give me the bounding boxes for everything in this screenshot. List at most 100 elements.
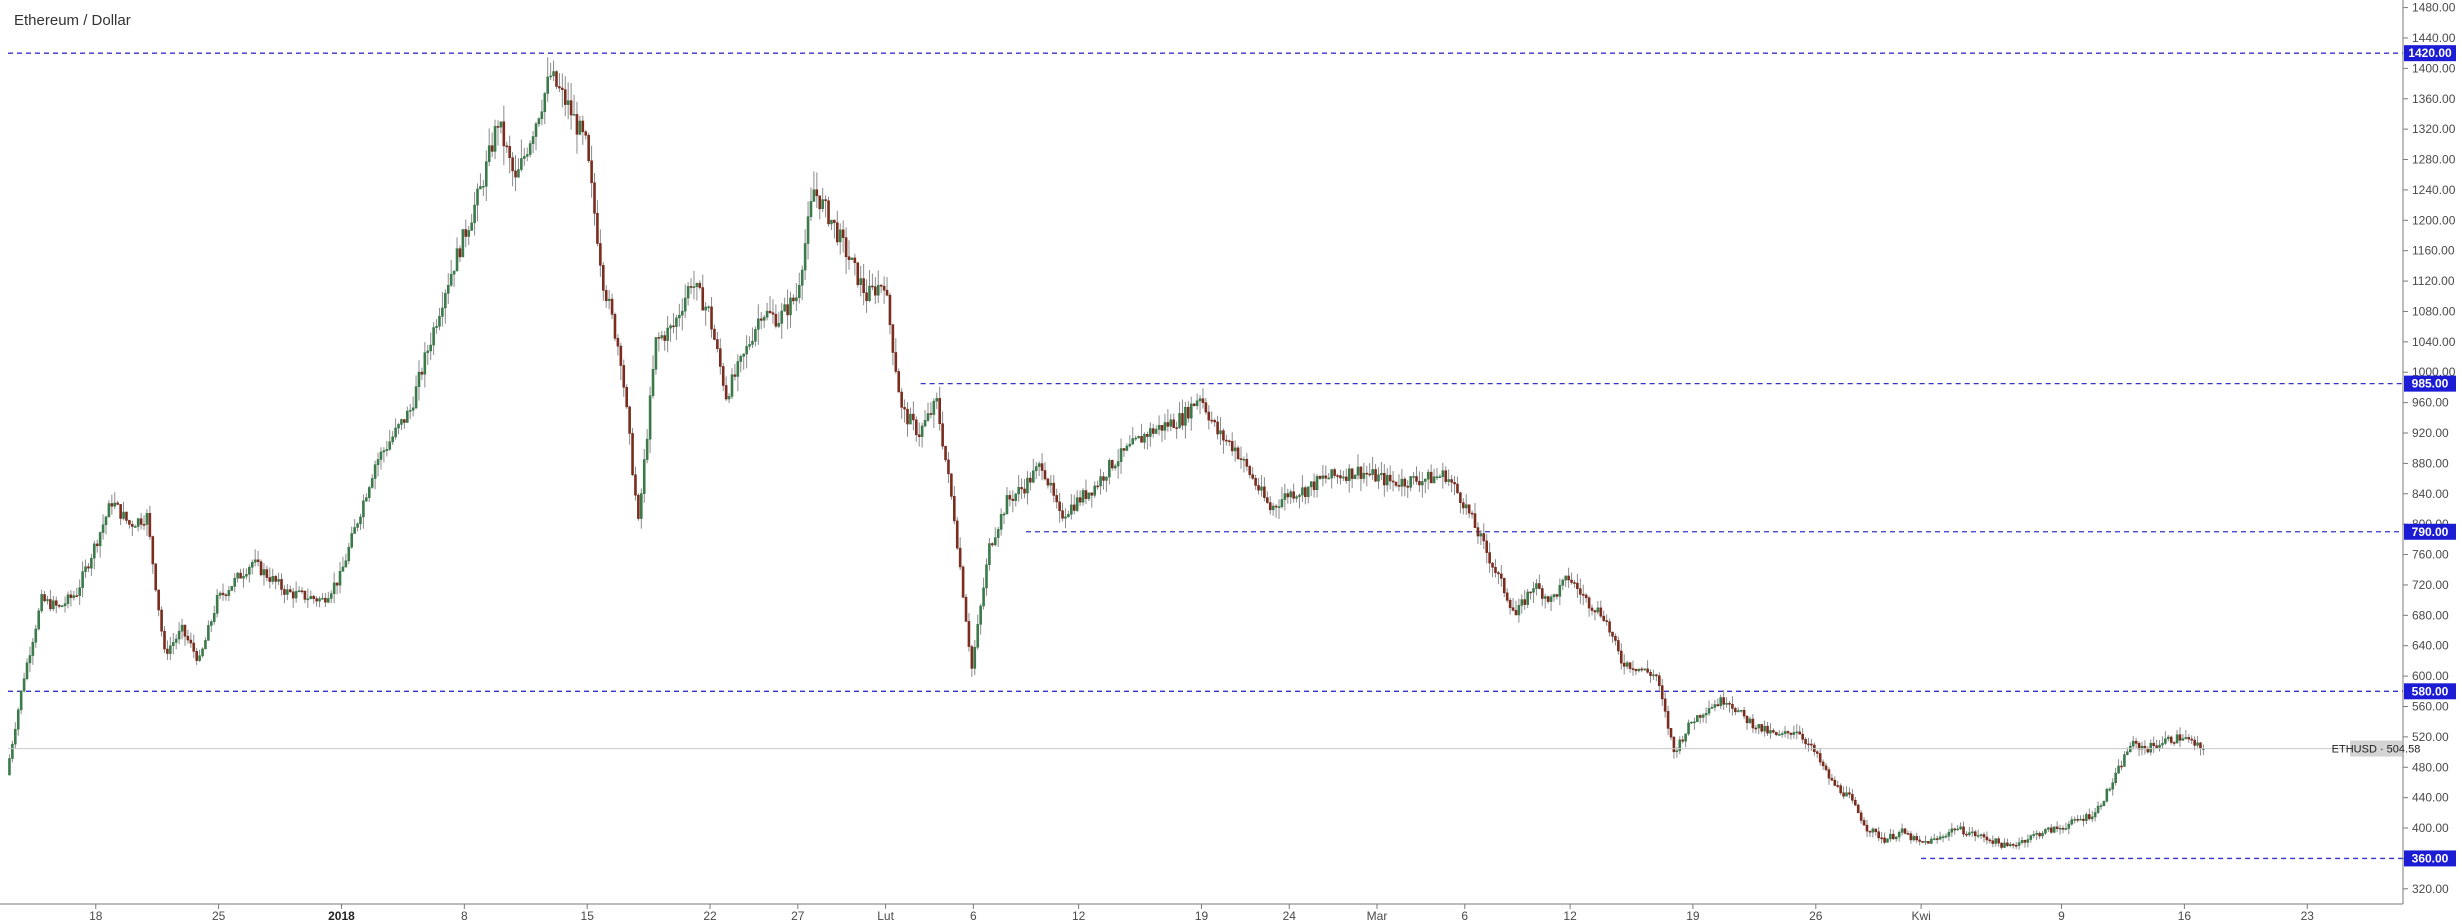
candle-body — [189, 639, 193, 644]
candle-body — [1336, 475, 1339, 477]
candle-body — [259, 561, 263, 576]
candle-body — [1473, 513, 1477, 528]
y-tick-label: 920.00 — [2412, 426, 2449, 440]
candle-body — [1947, 831, 1951, 837]
y-tick-label: 640.00 — [2412, 639, 2449, 653]
x-tick-label: 8 — [461, 909, 468, 923]
candle-body — [353, 527, 356, 534]
candle-body — [1210, 419, 1214, 422]
candle-body — [2082, 818, 2085, 821]
candle-body — [1564, 575, 1567, 581]
candle-body — [1517, 605, 1521, 616]
candle-body — [1608, 621, 1611, 633]
candle-body — [215, 595, 219, 614]
candle-body — [1108, 460, 1111, 478]
candle-body — [19, 690, 23, 711]
candle-body — [1532, 588, 1535, 593]
candle-body — [490, 145, 494, 152]
candle-body — [25, 662, 29, 680]
candle-body — [1163, 422, 1167, 431]
candle-body — [1567, 575, 1570, 581]
candle-body — [347, 546, 351, 562]
candle-body — [920, 425, 924, 437]
candle-body — [862, 278, 865, 294]
candle-body — [926, 413, 930, 421]
candle-body — [283, 589, 286, 595]
candle-body — [332, 582, 336, 594]
candle-body — [2193, 739, 2196, 746]
candle-body — [210, 621, 213, 626]
candle-body — [1058, 501, 1061, 512]
candle-body — [2041, 832, 2044, 837]
candle-body — [1950, 828, 1954, 833]
candle-body — [1093, 485, 1097, 496]
candle-body — [2088, 814, 2091, 820]
candle-body — [1189, 403, 1193, 419]
candle-body — [587, 134, 590, 162]
candle-body — [1590, 607, 1594, 611]
candle-body — [341, 566, 345, 572]
candle-body — [1505, 592, 1509, 601]
candle-body — [405, 410, 409, 423]
candle-body — [1248, 466, 1252, 476]
candle-body — [1230, 441, 1234, 452]
candle-body — [1935, 838, 1939, 840]
candle-body — [22, 678, 26, 692]
y-tick-label: 1240.00 — [2412, 183, 2456, 197]
candle-body — [1470, 512, 1474, 515]
candle-body — [1658, 675, 1661, 686]
candle-body — [727, 396, 731, 400]
candle-body — [212, 613, 216, 622]
candle-body — [1371, 469, 1374, 475]
candle-body — [1587, 597, 1591, 609]
candle-body — [1535, 583, 1538, 589]
candle-body — [493, 126, 497, 152]
candle-body — [1502, 578, 1506, 594]
candle-body — [1377, 474, 1380, 482]
candle-body — [912, 413, 915, 421]
candle-body — [1894, 836, 1898, 840]
candle-body — [183, 624, 187, 637]
x-tick-label: 27 — [791, 909, 805, 923]
candle-body — [2093, 812, 2097, 818]
candle-body — [1421, 481, 1424, 486]
candle-body — [1552, 594, 1556, 598]
candle-body — [1070, 504, 1073, 515]
candle-body — [265, 569, 269, 578]
candle-body — [689, 286, 693, 288]
candle-body — [2175, 734, 2179, 744]
candle-body — [1418, 481, 1421, 486]
candle-body — [601, 265, 605, 291]
candle-body — [1049, 482, 1053, 486]
candle-body — [1801, 733, 1804, 740]
candle-body — [1157, 425, 1161, 430]
candle-body — [87, 566, 90, 569]
candle-body — [1067, 514, 1070, 518]
candle-body — [446, 285, 450, 294]
candle-body — [932, 400, 936, 415]
candle-body — [1151, 428, 1155, 434]
candle-body — [1529, 591, 1532, 594]
candle-body — [2047, 827, 2050, 830]
candle-body — [98, 532, 102, 547]
candle-body — [1734, 708, 1737, 713]
candle-body — [704, 306, 707, 311]
candle-body — [1222, 430, 1225, 441]
candle-body — [2134, 740, 2138, 744]
candle-body — [628, 406, 631, 434]
candle-body — [1584, 594, 1588, 599]
candle-body — [1497, 572, 1500, 575]
candle-body — [531, 136, 535, 144]
candle-body — [1412, 476, 1415, 478]
candle-body — [224, 594, 228, 597]
candle-body — [1213, 419, 1216, 423]
candle-body — [133, 526, 137, 528]
candle-body — [1488, 552, 1491, 564]
candle-body — [1848, 792, 1851, 795]
candle-body — [1084, 490, 1088, 499]
candle-body — [1520, 599, 1524, 606]
candle-body — [1356, 466, 1360, 476]
candle-body — [967, 621, 971, 647]
